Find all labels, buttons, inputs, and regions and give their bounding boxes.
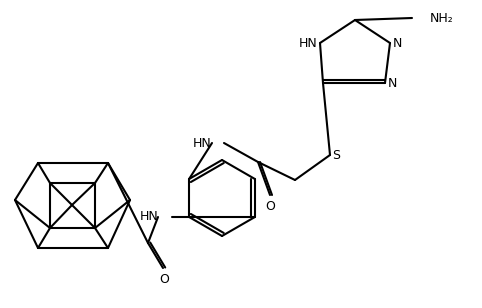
- Text: O: O: [265, 200, 275, 213]
- Text: HN: HN: [139, 210, 158, 224]
- Text: S: S: [332, 148, 340, 161]
- Text: HN: HN: [193, 136, 212, 149]
- Text: N: N: [388, 76, 397, 90]
- Text: O: O: [159, 273, 169, 286]
- Text: HN: HN: [298, 37, 317, 50]
- Text: NH₂: NH₂: [430, 11, 454, 25]
- Text: N: N: [393, 37, 402, 50]
